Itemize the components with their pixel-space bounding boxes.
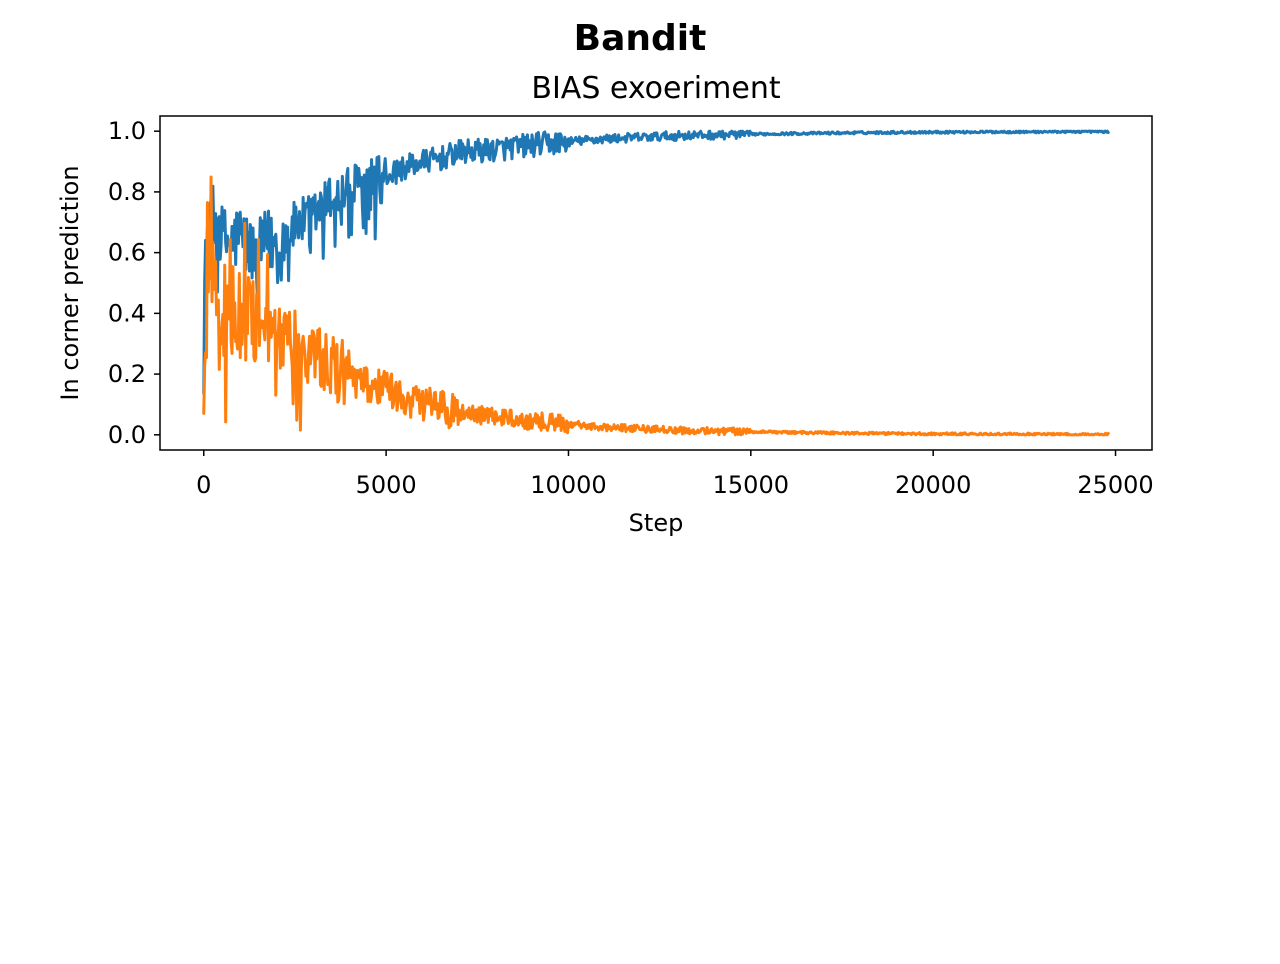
y-tick-label: 0.6 bbox=[108, 239, 146, 267]
series-line-1 bbox=[202, 129, 1110, 395]
chart-suptitle: Bandit bbox=[574, 18, 707, 59]
x-tick-label: 15000 bbox=[713, 471, 789, 499]
y-tick-label: 0.8 bbox=[108, 178, 146, 206]
plot-frame bbox=[159, 115, 1153, 451]
x-axis-label: Step bbox=[629, 509, 684, 537]
x-tick-label: 10000 bbox=[530, 471, 606, 499]
series-layer bbox=[202, 129, 1110, 437]
series-line-2 bbox=[202, 175, 1110, 437]
y-tick-label: 0.4 bbox=[108, 299, 146, 327]
plot-area: 0 5000 10000 15000 20000 25000 0.00.20.40.60.… bbox=[108, 115, 1154, 499]
y-axis-label: In corner prediction bbox=[56, 165, 84, 400]
x-tick-label: 5000 bbox=[356, 471, 417, 499]
y-tick-label: 0.2 bbox=[108, 360, 146, 388]
x-axis: 0 5000 10000 15000 20000 25000 bbox=[196, 450, 1154, 499]
y-tick-label: 0.0 bbox=[108, 421, 146, 449]
chart-title: BIAS exoeriment bbox=[531, 71, 780, 106]
x-tick-label: 20000 bbox=[895, 471, 971, 499]
x-tick-label: 0 bbox=[196, 471, 211, 499]
plot-background bbox=[160, 116, 1152, 450]
x-tick-label: 25000 bbox=[1077, 471, 1153, 499]
y-axis: 0.0 0.2 0.4 0.6 0.8 1.0 bbox=[108, 117, 160, 449]
y-tick-label: 1.0 bbox=[108, 117, 146, 145]
